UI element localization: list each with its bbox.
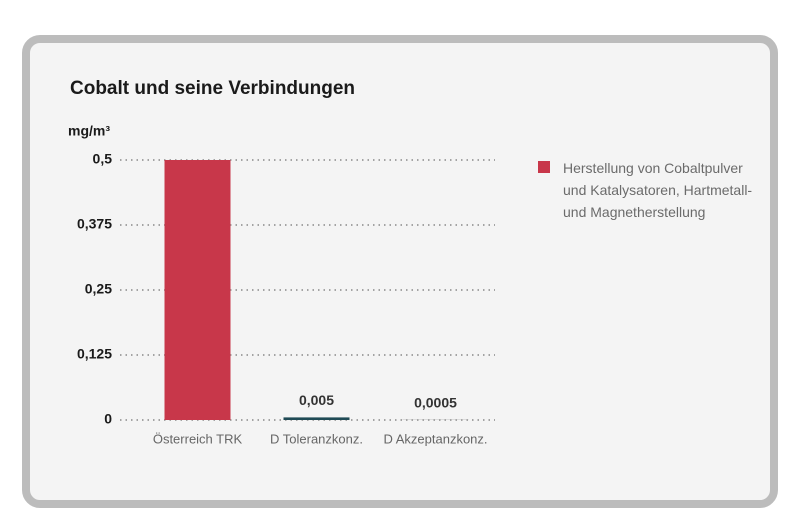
data-label: 0,0005 (414, 394, 457, 410)
y-tick-label: 0,125 (77, 346, 112, 362)
bar (283, 417, 350, 420)
y-tick-label: 0,25 (85, 281, 112, 297)
bar (164, 160, 231, 420)
chart-title: Cobalt und seine Verbindungen (70, 78, 355, 99)
x-tick-label: Österreich TRK (153, 431, 243, 446)
legend-swatch (538, 161, 550, 173)
y-tick-label: 0,5 (93, 151, 113, 167)
x-tick-label: D Toleranzkonz. (270, 431, 363, 446)
y-tick-label: 0,375 (77, 216, 112, 232)
y-tick-label: 0 (104, 411, 112, 427)
x-tick-label: D Akzeptanzkonz. (383, 431, 487, 446)
y-axis-label: mg/m³ (68, 123, 110, 139)
legend-label: Herstellung von Cobaltpulver und Katalys… (563, 160, 753, 220)
data-label: 0,005 (299, 392, 334, 408)
